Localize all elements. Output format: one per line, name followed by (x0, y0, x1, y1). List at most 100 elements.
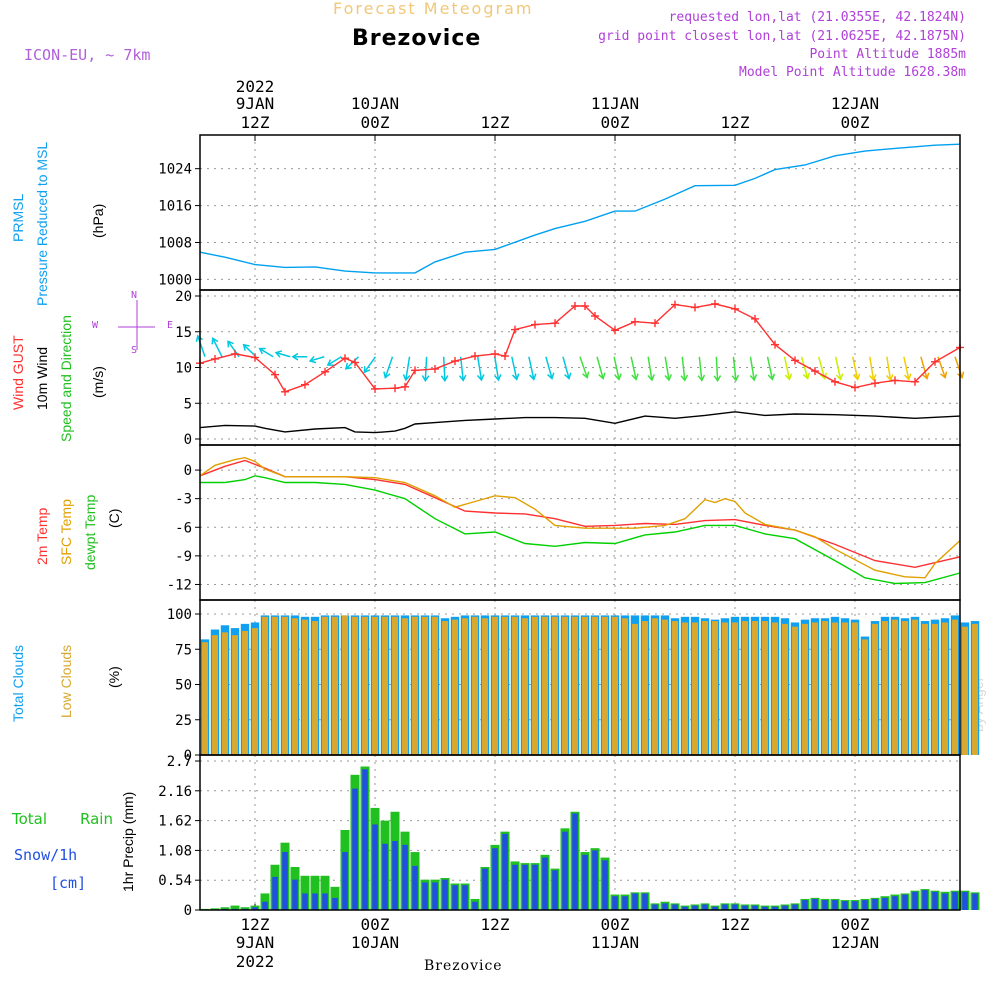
snow-bar (352, 788, 358, 910)
gust-marker (591, 312, 599, 321)
snow-bar (542, 857, 548, 910)
gust-marker (411, 366, 419, 375)
gust-marker (531, 320, 539, 329)
snow-bar (342, 852, 348, 910)
wind-arrow (834, 356, 844, 381)
wind-arrow (579, 356, 590, 379)
precip-frame (199, 754, 961, 911)
y-tick-label: 1000 (158, 272, 192, 288)
compass-s: S (131, 345, 138, 356)
requested-coords: requested lon,lat (21.0355E, 42.1824N) (668, 10, 966, 25)
snow-bar (942, 893, 948, 910)
wind-arrows (195, 334, 965, 383)
low-cloud-bar (652, 618, 658, 755)
snow-bar (792, 904, 798, 910)
low-cloud-bar (422, 616, 428, 755)
low-cloud-bar (502, 616, 508, 755)
snow-bar (932, 891, 938, 910)
gust-line (199, 303, 961, 393)
low-cloud-bar (552, 616, 558, 755)
wind-arrow (308, 355, 325, 364)
wind-arrow (800, 356, 811, 380)
low-cloud-bar (972, 623, 978, 755)
low-cloud-bar (402, 618, 408, 755)
low-cloud-bar (922, 623, 928, 755)
low-cloud-bar (252, 628, 258, 755)
y-tick-label: 1.62 (158, 814, 192, 830)
gust-marker (731, 304, 739, 313)
low-cloud-bar (232, 635, 238, 755)
snow-bar (532, 864, 538, 910)
y-tick-label: -6 (175, 520, 192, 536)
snow-bar (472, 901, 478, 910)
top-hour-label: 12Z (241, 113, 270, 132)
snow-bar (562, 831, 568, 910)
gust-marker (931, 357, 939, 366)
gust-marker (321, 367, 329, 376)
y-tick-label: 100 (167, 607, 192, 623)
low-cloud-bar (702, 621, 708, 755)
snow-bar (392, 841, 398, 910)
model-altitude: Model Point Altitude 1628.38m (739, 65, 966, 80)
low-cloud-bar (242, 630, 248, 755)
low-cloud-bar (822, 621, 828, 755)
bottom-date-label: 11JAN (591, 933, 639, 952)
gust-marker (471, 352, 479, 361)
gust-marker (791, 356, 799, 365)
low-cloud-bar (362, 616, 368, 755)
low-cloud-bar (562, 616, 568, 755)
y-tick-label: 0.54 (158, 873, 192, 889)
wind-arrow (383, 356, 394, 379)
low-cloud-bar (952, 619, 958, 755)
snow-bar (362, 769, 368, 910)
low-cloud-bar (222, 632, 228, 755)
low-cloud-bar (712, 621, 718, 755)
wind-arrow (291, 352, 308, 361)
wind-arrow (749, 356, 758, 382)
footer-location: Brezovice (424, 958, 503, 974)
low-cloud-bar (522, 618, 528, 755)
gust-marker (571, 302, 579, 311)
wind-arrow (211, 337, 223, 358)
gust-marker (581, 302, 589, 311)
snow-bar (282, 852, 288, 910)
low-cloud-bar (322, 616, 328, 755)
low-cloud-bar (412, 616, 418, 755)
y-tick-label: 0 (184, 432, 192, 448)
gust-marker (511, 325, 519, 334)
y-tick-label: 50 (175, 678, 192, 694)
snow-bar (842, 901, 848, 910)
low-cloud-bar (722, 622, 728, 755)
gust-marker (271, 370, 279, 379)
gust-marker (211, 354, 219, 363)
snow-bar (512, 864, 518, 910)
y-tick-label: -9 (175, 549, 192, 565)
low-cloud-bar (832, 622, 838, 755)
snow-bar (582, 854, 588, 910)
rain-bar (230, 905, 240, 910)
wind-arrow (920, 356, 930, 380)
total-rain-label-a: Total (12, 810, 48, 828)
wind-y-axis: 0 5 10 15 20 (175, 289, 960, 448)
low-cloud-bar (812, 622, 818, 755)
low-cloud-bar (732, 622, 738, 755)
snow-bar (872, 898, 878, 910)
low-cloud-bar (642, 621, 648, 755)
wind-arrow (886, 356, 894, 382)
gust-marker (371, 384, 379, 393)
snow-bar (672, 904, 678, 910)
low-cloud-bar (842, 622, 848, 755)
snow-bar (452, 885, 458, 910)
model-label: ICON-EU, ~ 7km (24, 46, 151, 64)
snow-bar (772, 906, 778, 910)
snow-bar (632, 893, 638, 910)
wind-arrow (954, 356, 965, 379)
snow-bar (652, 904, 658, 910)
snow-bar (722, 904, 728, 910)
snow-bar (812, 898, 818, 910)
snow-unit: [cm] (50, 874, 87, 892)
temperature-frame (199, 444, 961, 601)
snow-bar (762, 906, 768, 910)
y-tick-label: 20 (175, 289, 192, 305)
low-cloud-bar (902, 621, 908, 755)
